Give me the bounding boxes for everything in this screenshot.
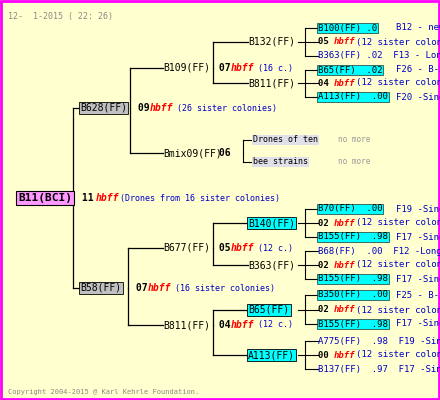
Text: hbff: hbff [231,63,254,73]
Text: F17 -Sinop62R: F17 -Sinop62R [396,320,440,328]
Text: 11: 11 [76,193,99,203]
Text: B137(FF)  .97  F17 -Sinop62R: B137(FF) .97 F17 -Sinop62R [318,364,440,374]
Text: F17 -Sinop62R: F17 -Sinop62R [396,232,440,242]
Text: 04: 04 [318,78,334,88]
Text: B155(FF)  .98: B155(FF) .98 [318,320,388,328]
Text: B155(FF)  .98: B155(FF) .98 [318,274,388,284]
Text: B12 - new buckfast: B12 - new buckfast [396,24,440,32]
Text: B811(FF): B811(FF) [248,78,295,88]
Text: hbff: hbff [334,350,356,360]
Text: B109(FF): B109(FF) [163,63,210,73]
Text: (12 c.): (12 c.) [253,320,293,330]
Text: B811(FF): B811(FF) [163,320,210,330]
Text: B58(FF): B58(FF) [80,283,121,293]
Text: B140(FF): B140(FF) [248,218,295,228]
Text: bee strains: bee strains [253,158,308,166]
Text: B350(FF)  .00: B350(FF) .00 [318,290,388,300]
Text: hbff: hbff [148,283,172,293]
Text: hbff: hbff [96,193,120,203]
Text: A775(FF)  .98  F19 -Sinop62R: A775(FF) .98 F19 -Sinop62R [318,336,440,346]
Text: Bmix09(FF): Bmix09(FF) [163,148,222,158]
Text: hbff: hbff [150,103,173,113]
Text: B11(BCI): B11(BCI) [18,193,72,203]
Text: B628(FF): B628(FF) [80,103,127,113]
Text: hbff: hbff [334,306,356,314]
Text: B65(FF)  .02: B65(FF) .02 [318,66,382,74]
Text: (12 sister colonies): (12 sister colonies) [356,350,440,360]
Text: B363(FF) .02  F13 - Longos77R: B363(FF) .02 F13 - Longos77R [318,52,440,60]
Text: (12 sister colonies): (12 sister colonies) [356,38,440,46]
Text: B68(FF)  .00  F12 -Longos77R: B68(FF) .00 F12 -Longos77R [318,246,440,256]
Text: hbff: hbff [231,243,254,253]
Text: hbff: hbff [334,38,356,46]
Text: (26 sister colonies): (26 sister colonies) [172,104,277,112]
Text: 07: 07 [213,63,237,73]
Text: B70(FF)  .00: B70(FF) .00 [318,204,382,214]
Text: (Drones from 16 sister colonies): (Drones from 16 sister colonies) [120,194,280,202]
Text: (12 c.): (12 c.) [253,244,293,252]
Text: no more: no more [338,136,370,144]
Text: B363(FF): B363(FF) [248,260,295,270]
Text: 02: 02 [318,218,334,228]
Text: F19 -Sinop62R: F19 -Sinop62R [396,204,440,214]
Text: 12-  1-2015 ( 22: 26): 12- 1-2015 ( 22: 26) [8,12,113,21]
Text: no more: no more [338,158,370,166]
Text: B677(FF): B677(FF) [163,243,210,253]
Text: 06: 06 [213,148,231,158]
Text: (16 c.): (16 c.) [253,64,293,72]
Text: B155(FF)  .98: B155(FF) .98 [318,232,388,242]
Text: A113(FF)  .00: A113(FF) .00 [318,92,388,102]
Text: A113(FF): A113(FF) [248,350,295,360]
Text: Copyright 2004-2015 @ Karl Kehrle Foundation.: Copyright 2004-2015 @ Karl Kehrle Founda… [8,389,199,395]
Text: 04: 04 [213,320,237,330]
Text: (12 sister colonies): (12 sister colonies) [356,78,440,88]
Text: B132(FF): B132(FF) [248,37,295,47]
Text: (12 sister colonies): (12 sister colonies) [356,260,440,270]
Text: F20 -Sinop62R: F20 -Sinop62R [396,92,440,102]
Text: 05: 05 [318,38,334,46]
Text: hbff: hbff [334,218,356,228]
Text: hbff: hbff [334,260,356,270]
Text: F17 -Sinop62R: F17 -Sinop62R [396,274,440,284]
Text: 02: 02 [318,306,334,314]
Text: 09: 09 [132,103,155,113]
Text: 05: 05 [213,243,237,253]
Text: (16 sister colonies): (16 sister colonies) [170,284,275,292]
Text: (12 sister colonies): (12 sister colonies) [356,306,440,314]
Text: (12 sister colonies): (12 sister colonies) [356,218,440,228]
Text: hbff: hbff [334,78,356,88]
Text: B100(FF) .0: B100(FF) .0 [318,24,377,32]
Text: F25 - B-xx43: F25 - B-xx43 [396,290,440,300]
Text: hbff: hbff [231,320,254,330]
Text: F26 - B-xx43: F26 - B-xx43 [396,66,440,74]
Text: 00: 00 [318,350,334,360]
Text: Drones of ten: Drones of ten [253,136,318,144]
Text: 07: 07 [130,283,154,293]
Text: 02: 02 [318,260,334,270]
Text: B65(FF): B65(FF) [248,305,289,315]
